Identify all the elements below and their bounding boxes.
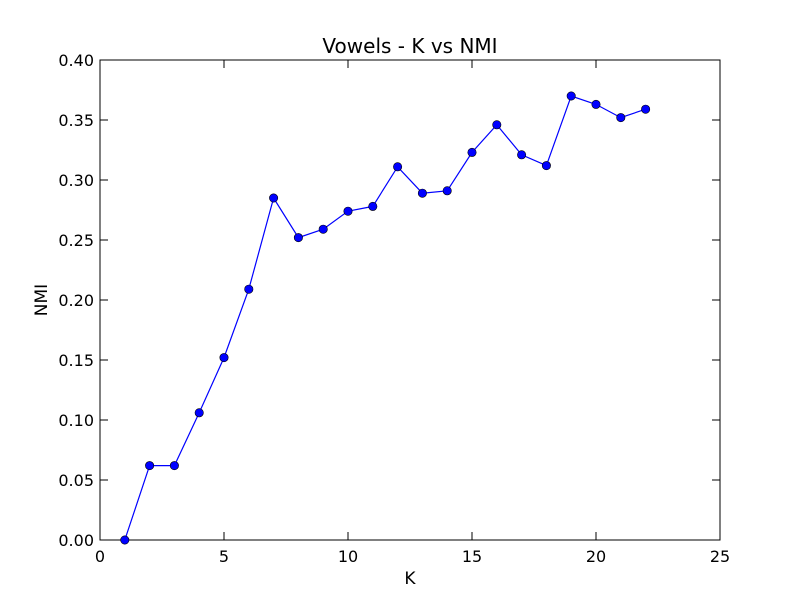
data-point xyxy=(219,353,229,363)
y-tick-label: 0.10 xyxy=(58,411,94,430)
x-tick-label: 5 xyxy=(219,547,229,566)
data-point xyxy=(169,461,179,471)
data-point xyxy=(517,150,527,160)
y-tick-label: 0.00 xyxy=(58,531,94,550)
y-axis-title: NMI xyxy=(32,284,52,316)
x-tick-label: 0 xyxy=(95,547,105,566)
y-axis-ticks: 0.00 0.05 0.10 0.15 0.20 0.25 0.30 0.35 0.40 xyxy=(58,51,720,550)
y-tick-label: 0.25 xyxy=(58,231,94,250)
data-point xyxy=(244,284,254,294)
data-point xyxy=(120,535,130,545)
y-tick-label: 0.05 xyxy=(58,471,94,490)
data-point xyxy=(368,201,378,211)
data-point xyxy=(293,233,303,243)
plot-area-frame xyxy=(99,59,721,541)
data-point xyxy=(417,188,427,198)
data-point xyxy=(467,147,477,157)
y-tick-label: 0.30 xyxy=(58,171,94,190)
data-point xyxy=(269,193,279,203)
x-tick-label: 25 xyxy=(710,547,730,566)
data-point xyxy=(318,224,328,234)
series-layer xyxy=(120,91,651,545)
chart-title: Vowels - K vs NMI xyxy=(322,34,497,58)
x-tick-label: 15 xyxy=(462,547,482,566)
x-axis-title: K xyxy=(404,569,416,589)
data-point xyxy=(541,161,551,171)
data-point xyxy=(566,91,576,101)
series-line xyxy=(124,95,646,541)
x-tick-label: 20 xyxy=(586,547,606,566)
data-point xyxy=(145,461,155,471)
x-axis-ticks: 0 5 10 15 20 25 xyxy=(95,60,730,566)
data-point xyxy=(343,206,353,216)
data-point xyxy=(492,120,502,130)
y-tick-label: 0.35 xyxy=(58,111,94,130)
y-tick-label: 0.15 xyxy=(58,351,94,370)
data-point xyxy=(194,408,204,418)
x-tick-label: 10 xyxy=(338,547,358,566)
data-point xyxy=(616,113,626,123)
y-tick-label: 0.40 xyxy=(58,51,94,70)
data-point xyxy=(591,99,601,109)
data-point xyxy=(641,104,651,114)
y-tick-label: 0.20 xyxy=(58,291,94,310)
data-point xyxy=(393,162,403,172)
data-point xyxy=(442,186,452,196)
